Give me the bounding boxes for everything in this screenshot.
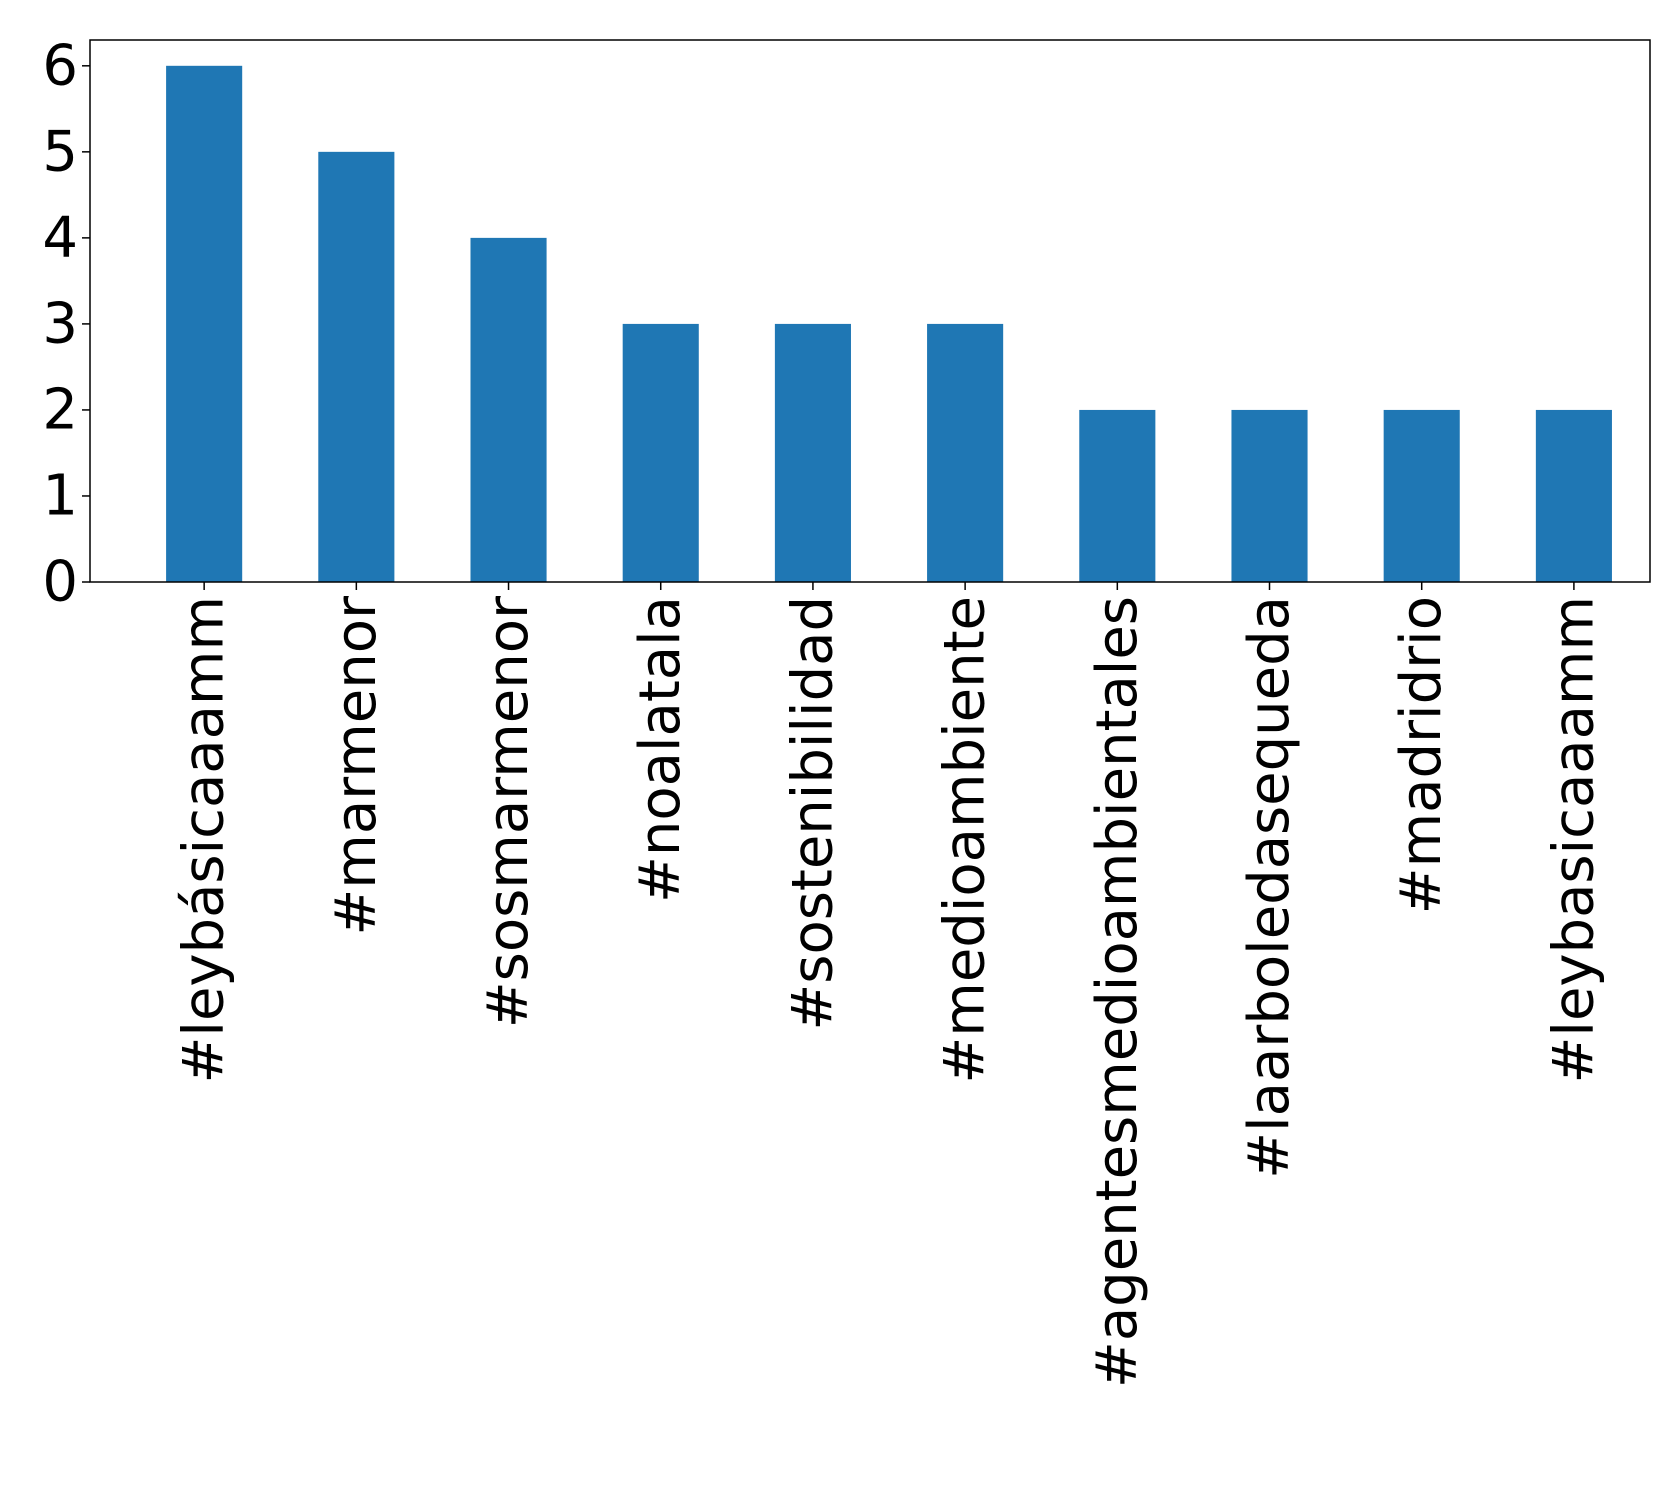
x-tick-label: #leybasicaaamm bbox=[1541, 596, 1606, 1084]
y-tick-label: 0 bbox=[42, 550, 78, 615]
y-tick-label: 6 bbox=[42, 33, 78, 98]
bar-9 bbox=[1535, 409, 1612, 582]
x-axis: #leybásicaaamm #marmenor #sosmarmenor #noal… bbox=[172, 582, 1606, 1388]
x-tick-label: #madridrio bbox=[1389, 596, 1454, 914]
bar-4 bbox=[774, 323, 851, 582]
x-tick-label: #sostenibilidad bbox=[780, 596, 845, 1031]
bar-1 bbox=[318, 151, 395, 583]
plot-frame bbox=[89, 39, 1651, 583]
y-axis: 0 1 2 3 4 5 6 bbox=[42, 33, 90, 615]
y-tick-label: 1 bbox=[42, 463, 78, 528]
bar-8 bbox=[1383, 409, 1460, 582]
y-tick-label: 4 bbox=[42, 205, 78, 270]
x-tick-label: #noalatala bbox=[628, 596, 693, 903]
bar-3 bbox=[622, 323, 699, 582]
x-tick-label: #medioambiente bbox=[933, 596, 998, 1084]
x-tick-label: #marmenor bbox=[324, 595, 389, 936]
bar-6 bbox=[1079, 409, 1156, 582]
y-tick-label: 5 bbox=[42, 119, 78, 184]
y-tick-label: 3 bbox=[42, 291, 78, 356]
bar-5 bbox=[927, 323, 1004, 582]
y-tick-label: 2 bbox=[42, 377, 78, 442]
bar-7 bbox=[1231, 409, 1308, 582]
bar-2 bbox=[470, 237, 547, 582]
x-tick-label: #laarboledasequeda bbox=[1237, 596, 1302, 1179]
x-tick-label: #sosmarmenor bbox=[476, 595, 541, 1028]
bars-layer bbox=[166, 65, 1612, 583]
bar-0 bbox=[166, 65, 243, 583]
x-tick-label: #leybásicaaamm bbox=[172, 596, 237, 1084]
x-tick-label: #agentesmedioambientales bbox=[1085, 596, 1150, 1388]
